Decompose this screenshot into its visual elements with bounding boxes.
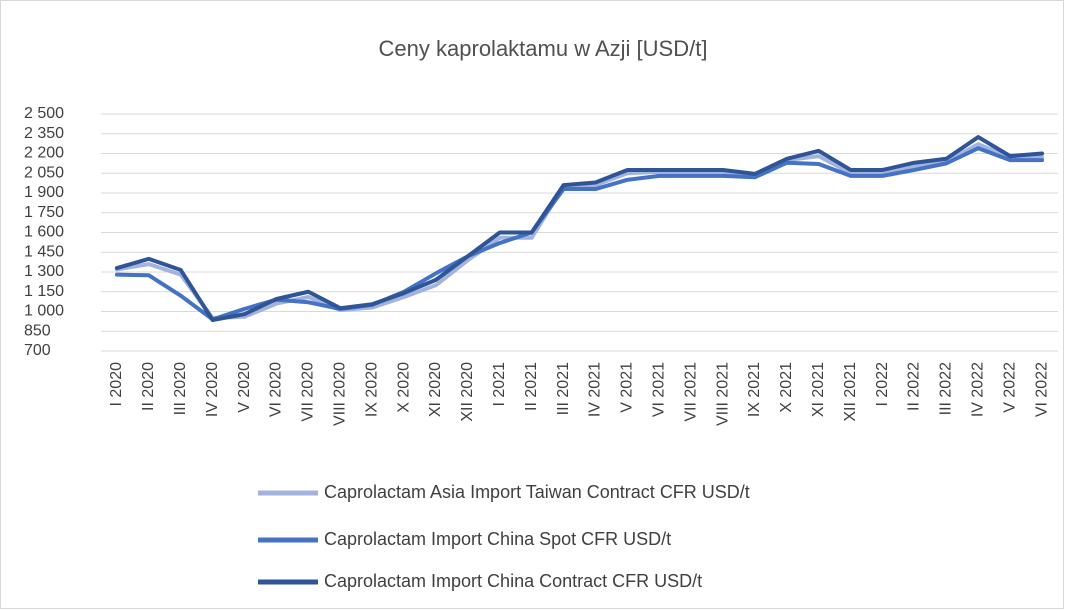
x-tick-label: II 2021 [523,362,540,411]
x-tick-label: V 2021 [619,362,636,413]
x-tick-label: III 2022 [938,362,955,415]
y-tick-label: 2 050 [24,164,64,181]
x-tick-label: I 2020 [108,362,125,407]
y-tick-label: 2 200 [24,145,64,162]
x-tick-label: X 2020 [395,362,412,413]
x-tick-label: X 2021 [778,362,795,413]
legend-label: Caprolactam Asia Import Taiwan Contract … [324,482,750,502]
series-line [114,135,1045,323]
x-tick-label: IX 2020 [363,362,380,417]
legend-label: Caprolactam Import China Spot CFR USD/t [324,529,671,549]
y-tick-label: 1 300 [24,263,64,280]
x-tick-label: VIII 2021 [714,362,731,426]
x-tick-label: XII 2021 [842,362,859,422]
x-tick-label: XI 2020 [427,362,444,417]
legend-label: Caprolactam Import China Contract CFR US… [324,571,702,591]
x-tick-label: I 2021 [491,362,508,407]
x-tick-label: II 2020 [140,362,157,411]
x-tick-label: IV 2020 [204,362,221,417]
x-tick-label: II 2022 [906,362,923,411]
chart-title: Ceny kaprolaktamu w Azji [USD/t] [379,36,708,61]
x-tick-label: I 2022 [874,362,891,407]
x-tick-label: VII 2021 [682,362,699,422]
x-tick-label: VII 2020 [300,362,317,422]
x-tick-label: III 2020 [172,362,189,415]
y-tick-label: 1 450 [24,243,64,260]
x-tick-label: IV 2022 [969,362,986,417]
y-tick-label: 1 150 [24,283,64,300]
y-tick-label: 1 900 [24,184,64,201]
x-tick-label: V 2022 [1001,362,1018,413]
x-tick-label: III 2021 [555,362,572,415]
x-tick-label: VIII 2020 [331,362,348,426]
y-tick-label: 1 000 [24,303,64,320]
y-tick-label: 2 500 [24,105,64,122]
x-tick-label: V 2020 [236,362,253,413]
x-tick-label: IV 2021 [587,362,604,417]
y-tick-label: 1 750 [24,204,64,221]
x-tick-label: XI 2021 [810,362,827,417]
y-tick-label: 1 600 [24,224,64,241]
y-tick-label: 2 350 [24,125,64,142]
x-tick-label: IX 2021 [746,362,763,417]
x-tick-label: XII 2020 [459,362,476,422]
x-tick-label: VI 2020 [268,362,285,417]
y-tick-label: 700 [24,342,51,359]
x-tick-label: VI 2022 [1033,362,1050,417]
y-tick-label: 850 [24,322,51,339]
x-tick-label: VI 2021 [650,362,667,417]
